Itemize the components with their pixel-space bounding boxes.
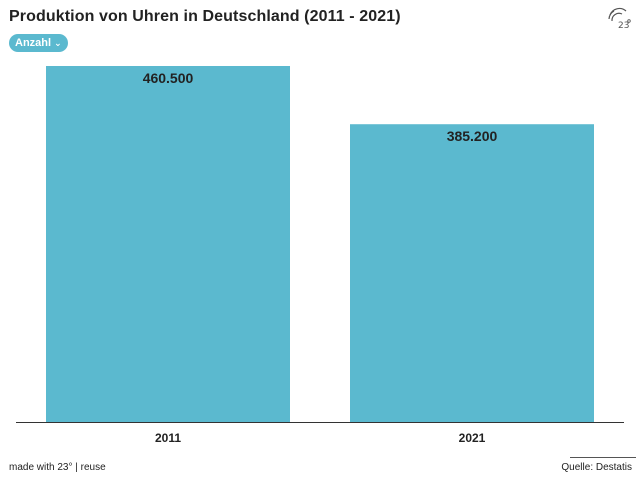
measure-dropdown-label: Anzahl bbox=[15, 37, 52, 49]
value-label-2021: 385.200 bbox=[447, 128, 498, 144]
23-degrees-logo-icon: 23 bbox=[608, 7, 631, 31]
source-label: Quelle: Destatis bbox=[561, 462, 632, 473]
page-title: Produktion von Uhren in Deutschland (201… bbox=[9, 8, 401, 25]
svg-text:23: 23 bbox=[618, 21, 629, 31]
bar-2011[interactable] bbox=[46, 66, 290, 422]
made-with-credit[interactable]: made with 23° | reuse bbox=[9, 462, 106, 473]
x-tick-label-2021: 2021 bbox=[459, 431, 486, 445]
measure-dropdown[interactable]: Anzahl ⌄ bbox=[9, 34, 68, 52]
x-tick-label-2011: 2011 bbox=[155, 431, 181, 445]
source-divider bbox=[570, 457, 636, 458]
value-label-2011: 460.500 bbox=[143, 70, 194, 86]
bar-2021[interactable] bbox=[350, 124, 594, 423]
chevron-down-icon: ⌄ bbox=[54, 38, 62, 48]
